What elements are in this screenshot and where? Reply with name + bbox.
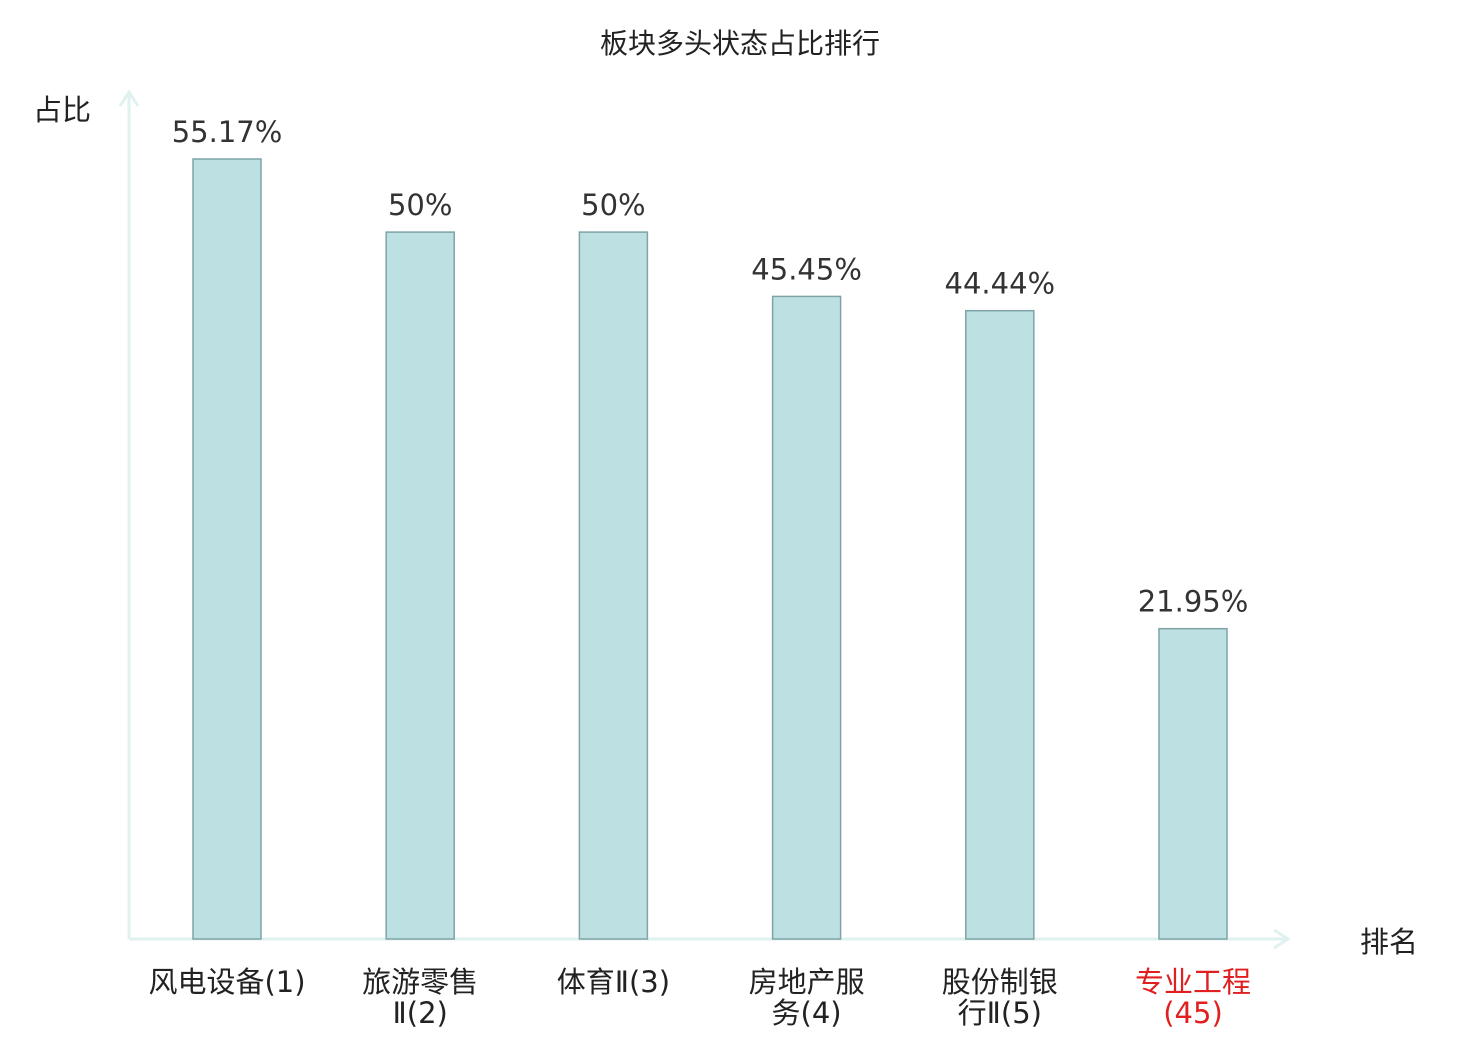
category-label-2: 体育Ⅱ(3) <box>556 965 671 999</box>
bar-4 <box>965 309 1035 940</box>
category-label-1: 旅游零售 Ⅱ(2) <box>362 965 479 1030</box>
bar-value-label-2: 50% <box>581 188 645 222</box>
bar-value-label-4: 44.44% <box>945 267 1056 301</box>
bar-value-label-1: 50% <box>388 188 452 222</box>
bar-2 <box>578 231 649 940</box>
chart-title: 板块多头状态占比排行 <box>599 27 880 60</box>
y-axis-label: 占比 <box>33 93 91 127</box>
category-label-4: 股份制银 行Ⅱ(5) <box>941 965 1058 1030</box>
category-label-0: 风电设备(1) <box>148 965 306 999</box>
x-axis-arrow <box>1273 928 1291 950</box>
bar-3 <box>771 295 842 940</box>
bar-1 <box>385 231 455 940</box>
bar-5 <box>1158 627 1228 940</box>
category-label-3: 房地产服 务(4) <box>748 965 865 1030</box>
bar-value-label-5: 21.95% <box>1138 585 1249 619</box>
bar-value-label-3: 45.45% <box>751 252 862 286</box>
y-axis-arrow <box>118 89 140 107</box>
x-axis-label: 排名 <box>1360 925 1418 959</box>
bar-value-label-0: 55.17% <box>172 115 283 149</box>
category-label-5: 专业工程(45) <box>1134 965 1251 1030</box>
bar-0 <box>192 158 262 940</box>
